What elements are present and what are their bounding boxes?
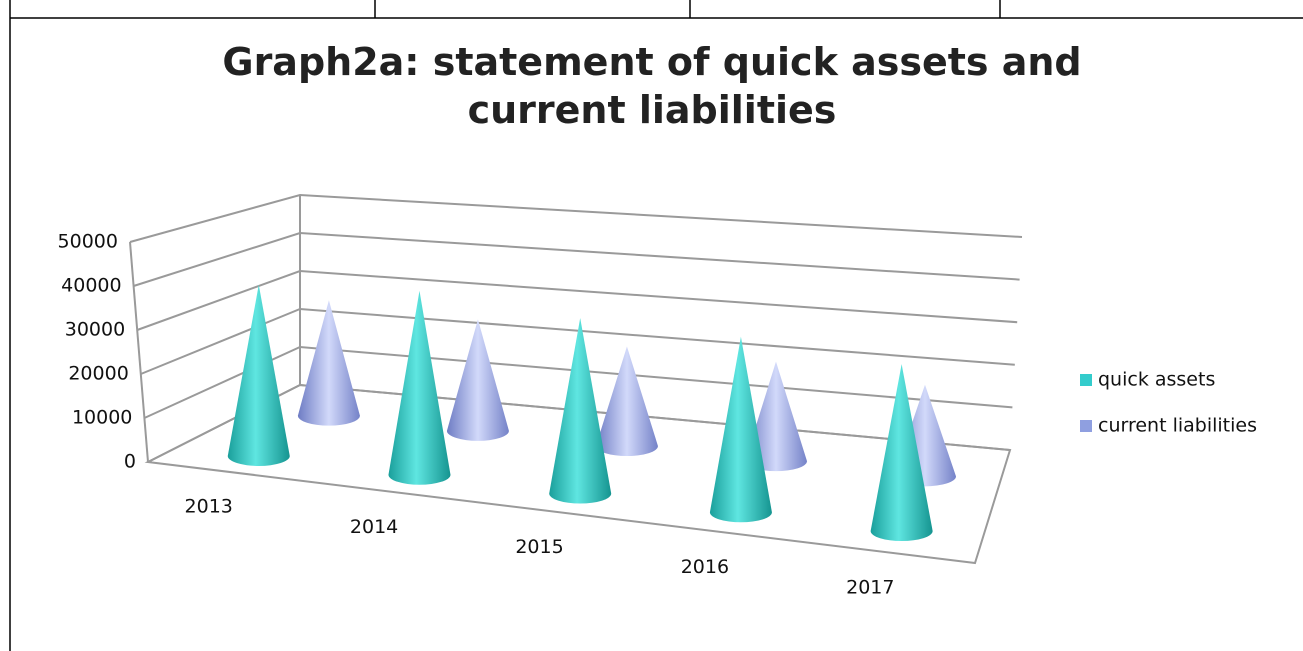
cone — [446, 319, 509, 441]
grid-line — [136, 269, 1018, 331]
legend-label: quick assets — [1098, 369, 1215, 391]
x-tick-label: 2016 — [681, 556, 729, 578]
wall-edge — [129, 241, 149, 463]
legend-label: current liabilities — [1098, 415, 1257, 437]
y-tick-label: 30000 — [65, 319, 125, 341]
y-tick-label: 10000 — [72, 407, 132, 429]
cone — [388, 290, 451, 485]
cone — [709, 336, 772, 523]
legend-swatch — [1080, 420, 1092, 432]
y-tick-label: 0 — [124, 451, 136, 473]
cone — [595, 346, 658, 457]
cone-body — [297, 300, 360, 426]
x-tick-label: 2014 — [350, 516, 398, 538]
cone — [227, 284, 290, 466]
cone — [549, 318, 612, 504]
grid-line — [133, 231, 1020, 287]
y-tick-label: 40000 — [61, 275, 121, 297]
cone-body — [709, 336, 772, 523]
cone-body — [446, 319, 509, 441]
cone — [297, 300, 360, 426]
x-tick-label: 2013 — [185, 496, 233, 518]
legend-swatch — [1080, 374, 1092, 386]
cone-body — [744, 361, 807, 472]
y-tick-label: 20000 — [68, 363, 128, 385]
grid-line — [129, 193, 1023, 243]
chart-title: Graph2a: statement of quick assets and c… — [222, 40, 1082, 132]
x-tick-label: 2017 — [846, 576, 894, 598]
cone-body — [388, 290, 451, 485]
cone-body — [595, 346, 658, 457]
cone — [744, 361, 807, 472]
cone-body — [549, 318, 612, 504]
cone-body — [870, 364, 933, 542]
cone-body — [227, 284, 290, 466]
y-tick-label: 50000 — [58, 231, 118, 253]
x-tick-label: 2015 — [515, 536, 563, 558]
grid-line — [140, 307, 1015, 375]
cone — [870, 364, 933, 542]
